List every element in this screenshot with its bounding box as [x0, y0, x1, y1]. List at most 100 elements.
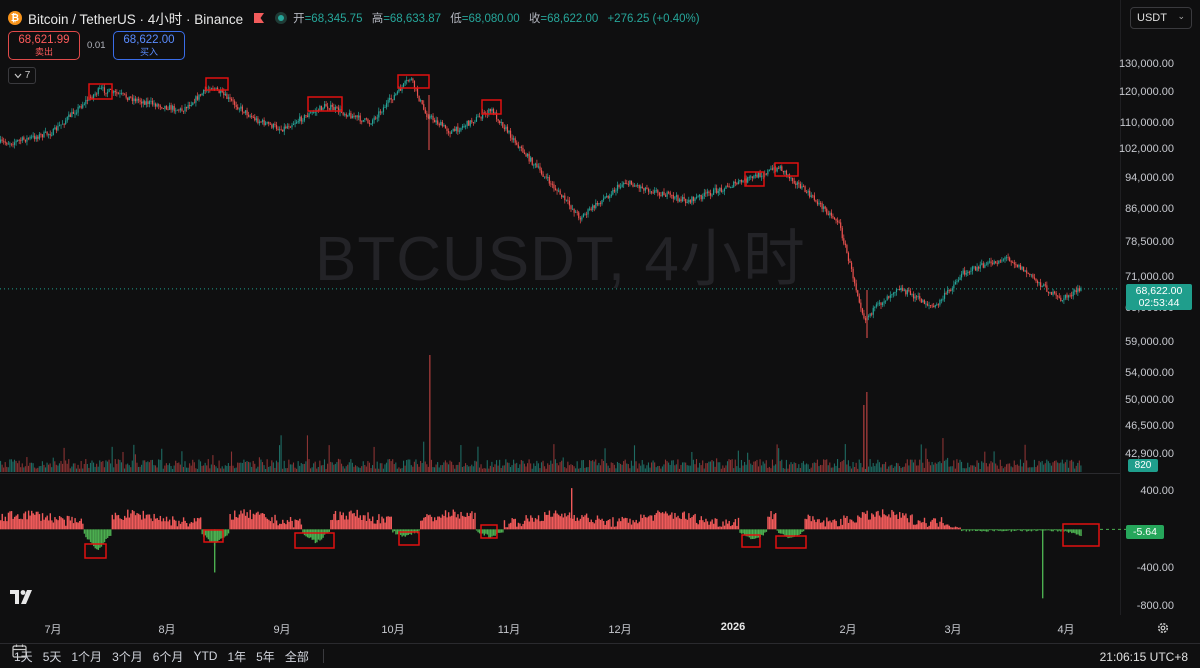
range-button[interactable]: 5天	[42, 649, 62, 664]
volume-bar	[482, 468, 484, 472]
time-axis[interactable]: 7月 8月 9月 10月 11月 12月 2026 2月 3月 4月	[0, 621, 1120, 636]
volume-bar	[654, 462, 656, 472]
clock[interactable]: 21:06:15 UTC+8	[1099, 650, 1188, 664]
candle-body	[396, 91, 398, 94]
volume-bar	[10, 459, 12, 472]
oscillator-bar	[1046, 529, 1048, 531]
range-button[interactable]: YTD	[193, 649, 218, 663]
volume-bar	[167, 465, 169, 472]
volume-bar	[706, 463, 708, 472]
gear-icon[interactable]	[1156, 621, 1170, 635]
range-button[interactable]: 3个月	[112, 649, 143, 664]
range-button[interactable]: 6个月	[152, 649, 184, 664]
oscillator-bar	[254, 514, 256, 530]
volume-bar	[533, 463, 535, 472]
sell-button[interactable]: 68,621.99 卖出	[8, 31, 80, 60]
oscillator-bar	[351, 513, 354, 530]
volume-bar	[714, 466, 716, 472]
oscillator-bar	[181, 521, 183, 530]
candle-body	[807, 190, 809, 193]
oscillator-bar	[581, 515, 583, 530]
candle-body	[387, 99, 389, 104]
volume-bar	[536, 460, 538, 472]
price-axis-label: 86,000.00	[1125, 203, 1174, 216]
flag-icon[interactable]	[253, 12, 265, 24]
volume-bar	[838, 467, 840, 472]
oscillator-bar	[179, 523, 182, 530]
candle-body	[469, 120, 471, 126]
oscillator-bar	[20, 518, 22, 530]
volume-bar	[311, 467, 313, 472]
oscillator-bar	[979, 529, 981, 531]
candle-body	[900, 287, 902, 291]
volume-bar	[223, 468, 225, 472]
candle-body	[1043, 284, 1045, 287]
oscillator-bar	[435, 520, 437, 530]
candle-body	[621, 184, 623, 187]
tradingview-logo-icon[interactable]	[10, 589, 38, 605]
candle-body	[251, 115, 253, 117]
oscillator-bar	[128, 517, 131, 530]
candle-body	[58, 125, 61, 127]
oscillator-bar	[826, 517, 828, 530]
candle-body	[855, 283, 857, 291]
oscillator-bar	[604, 524, 606, 530]
oscillator-bar	[75, 522, 78, 530]
candle-body	[592, 205, 594, 210]
candle-body	[299, 116, 301, 122]
range-button[interactable]: 1年	[227, 649, 247, 664]
candle-body	[894, 291, 896, 294]
candle-body	[736, 183, 738, 185]
range-button[interactable]: 5年	[256, 649, 275, 664]
oscillator-bar	[316, 529, 318, 543]
candle-body	[852, 268, 854, 279]
buy-button[interactable]: 68,622.00 买入	[113, 31, 185, 60]
candle-body	[234, 101, 236, 105]
oscillator-bar	[1067, 529, 1070, 533]
oscillator-bar	[895, 514, 898, 530]
oscillator-bar	[172, 516, 174, 530]
volume-bar	[317, 466, 319, 472]
oscillator-bar	[759, 529, 761, 538]
symbol-title[interactable]: Bitcoin / TetherUS · 4小时 · Binance	[28, 12, 244, 27]
oscillator-bar	[923, 517, 926, 530]
candle-body	[812, 195, 814, 197]
candle-body	[840, 222, 842, 228]
volume-bar	[937, 462, 939, 472]
time-axis-label: 11月	[497, 624, 521, 636]
price-axis-label: 94,000.00	[1125, 172, 1174, 185]
range-button[interactable]: 1个月	[71, 649, 103, 664]
oscillator-bar	[616, 521, 619, 530]
oscillator-bar	[647, 516, 650, 530]
indicators-toggle[interactable]: 7	[8, 67, 36, 84]
volume-bar	[647, 462, 649, 472]
volume-bar	[595, 459, 597, 472]
oscillator-bar	[615, 526, 617, 530]
volume-bar	[34, 467, 36, 472]
oscillator-bar	[744, 529, 746, 536]
volume-bar	[435, 464, 437, 472]
volume-bar	[860, 463, 862, 472]
candle-body	[162, 107, 164, 109]
volume-bar	[971, 465, 973, 472]
candle-body	[463, 125, 465, 127]
candle-body	[523, 152, 526, 155]
oscillator-bar	[252, 513, 255, 530]
volume-bar	[300, 462, 302, 472]
range-button[interactable]: 全部	[284, 649, 309, 664]
oscillator-bar	[824, 526, 826, 530]
calendar-goto-icon[interactable]	[12, 644, 28, 658]
volume-bar	[94, 466, 96, 472]
volume-bar	[810, 467, 812, 472]
candle-body	[1024, 270, 1026, 272]
volume-bar	[86, 463, 88, 472]
candle-body	[297, 121, 299, 123]
candle-body	[778, 167, 780, 169]
candle-body	[967, 271, 969, 274]
oscillator-bar	[238, 514, 241, 530]
currency-select[interactable]: USDT ⌄	[1130, 7, 1192, 29]
volume-bar	[931, 461, 933, 472]
candle-body	[861, 308, 863, 314]
